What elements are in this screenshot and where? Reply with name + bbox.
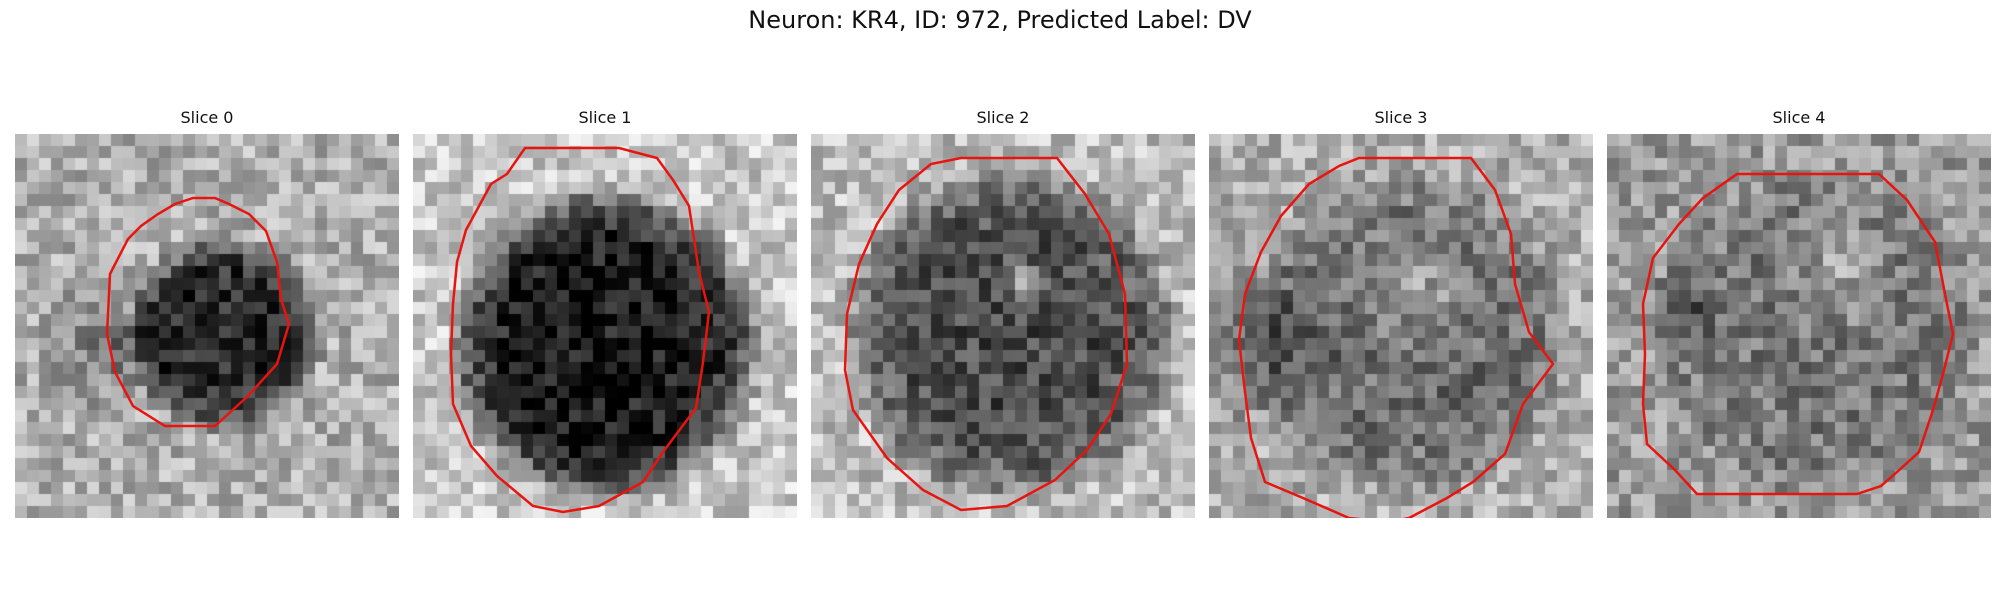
- slice-overlay-1: [449, 146, 711, 514]
- slice-overlay-3: [1237, 156, 1555, 518]
- slice-overlay-4: [1641, 172, 1955, 496]
- slice-image-2: [811, 134, 1195, 518]
- slice-title-1: Slice 1: [578, 108, 632, 127]
- slice-title-2: Slice 2: [976, 108, 1030, 127]
- slice-title-4: Slice 4: [1772, 108, 1826, 127]
- slice-image-4: [1607, 134, 1991, 518]
- neuron-contour-0: [105, 196, 291, 428]
- figure-title: Neuron: KR4, ID: 972, Predicted Label: D…: [748, 6, 1252, 34]
- neuron-contour-4: [1641, 172, 1955, 496]
- slice-overlay-2: [843, 156, 1129, 512]
- slice-title-0: Slice 0: [180, 108, 234, 127]
- slice-overlay-0: [105, 196, 291, 428]
- slice-title-3: Slice 3: [1374, 108, 1428, 127]
- neuron-contour-3: [1237, 156, 1555, 518]
- neuron-contour-1: [449, 146, 711, 514]
- neuron-contour-2: [843, 156, 1129, 512]
- slice-image-3: [1209, 134, 1593, 518]
